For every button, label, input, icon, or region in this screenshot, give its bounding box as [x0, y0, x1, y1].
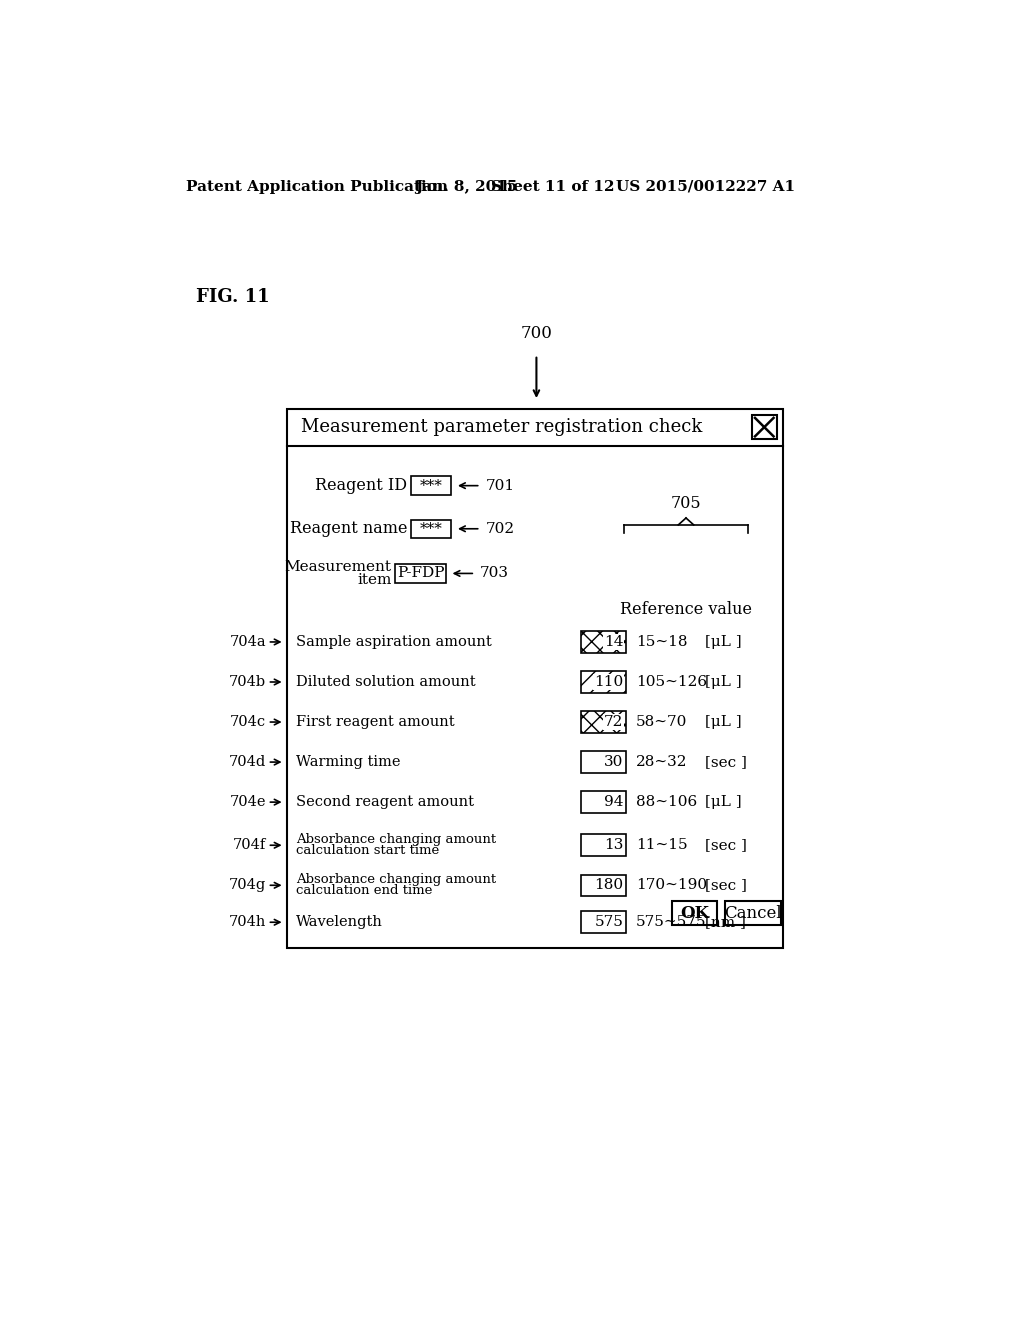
Text: 704f: 704f: [232, 838, 266, 853]
Text: [nm ]: [nm ]: [706, 915, 746, 929]
Text: Reagent name: Reagent name: [290, 520, 407, 537]
Text: 88∼106: 88∼106: [636, 795, 697, 809]
Bar: [395, 564, 445, 582]
Text: Diluted solution amount: Diluted solution amount: [296, 675, 476, 689]
Text: P-FDP: P-FDP: [397, 566, 444, 581]
Text: [sec ]: [sec ]: [706, 878, 748, 892]
Text: ***: ***: [420, 479, 442, 492]
Bar: [582, 792, 627, 813]
Text: Absorbance changing amount: Absorbance changing amount: [296, 874, 497, 887]
Text: 704h: 704h: [228, 915, 266, 929]
Text: 28∼32: 28∼32: [636, 755, 687, 770]
Text: Reagent ID: Reagent ID: [315, 477, 407, 494]
Text: 170∼190: 170∼190: [636, 878, 707, 892]
Text: calculation end time: calculation end time: [296, 884, 432, 898]
Text: 15∼18: 15∼18: [636, 635, 687, 649]
Text: 94: 94: [604, 795, 624, 809]
Bar: [582, 631, 627, 653]
Text: 14: 14: [604, 635, 624, 649]
Text: US 2015/0012227 A1: US 2015/0012227 A1: [616, 180, 796, 194]
Text: 180: 180: [594, 878, 624, 892]
Text: 703: 703: [480, 566, 509, 581]
Text: ***: ***: [420, 521, 442, 536]
Bar: [582, 751, 627, 774]
Bar: [411, 520, 452, 539]
Text: 575∼575: 575∼575: [636, 915, 707, 929]
Bar: [672, 902, 717, 924]
Text: 704b: 704b: [228, 675, 266, 689]
Text: 704d: 704d: [228, 755, 266, 770]
Bar: [582, 875, 627, 896]
Text: Warming time: Warming time: [296, 755, 400, 770]
Text: 705: 705: [671, 495, 701, 512]
Text: 110: 110: [594, 675, 624, 689]
Bar: [411, 477, 452, 495]
Bar: [582, 911, 627, 933]
Text: Measurement: Measurement: [285, 560, 391, 574]
Text: FIG. 11: FIG. 11: [197, 288, 270, 306]
Text: 105∼126: 105∼126: [636, 675, 707, 689]
Text: [sec ]: [sec ]: [706, 755, 748, 770]
Text: 704a: 704a: [229, 635, 266, 649]
Text: [μL ]: [μL ]: [706, 795, 742, 809]
Text: Sheet 11 of 12: Sheet 11 of 12: [490, 180, 614, 194]
Text: 30: 30: [604, 755, 624, 770]
Text: 13: 13: [604, 838, 624, 853]
Text: item: item: [357, 573, 391, 586]
Text: 702: 702: [485, 521, 514, 536]
Bar: [582, 672, 627, 693]
Bar: [725, 902, 780, 924]
Text: [μL ]: [μL ]: [706, 635, 742, 649]
Bar: [582, 711, 627, 733]
Text: First reagent amount: First reagent amount: [296, 715, 455, 729]
Text: Jan. 8, 2015: Jan. 8, 2015: [415, 180, 517, 194]
Text: 704c: 704c: [229, 715, 266, 729]
Text: Measurement parameter registration check: Measurement parameter registration check: [301, 418, 702, 436]
Text: 11∼15: 11∼15: [636, 838, 687, 853]
Text: Absorbance changing amount: Absorbance changing amount: [296, 833, 497, 846]
Text: Sample aspiration amount: Sample aspiration amount: [296, 635, 492, 649]
Text: OK: OK: [680, 904, 709, 921]
Text: calculation start time: calculation start time: [296, 843, 439, 857]
Text: 700: 700: [520, 326, 552, 342]
Text: [sec ]: [sec ]: [706, 838, 748, 853]
Text: 58∼70: 58∼70: [636, 715, 687, 729]
Text: 701: 701: [485, 479, 514, 492]
Text: 704g: 704g: [228, 878, 266, 892]
Bar: [582, 834, 627, 857]
Bar: [752, 414, 776, 440]
Text: Cancel: Cancel: [724, 904, 781, 921]
Text: Wavelength: Wavelength: [296, 915, 383, 929]
Bar: [287, 409, 783, 948]
Text: [μL ]: [μL ]: [706, 715, 742, 729]
Text: Patent Application Publication: Patent Application Publication: [186, 180, 449, 194]
Text: 575: 575: [594, 915, 624, 929]
Text: Reference value: Reference value: [620, 601, 752, 618]
Text: [μL ]: [μL ]: [706, 675, 742, 689]
Text: 704e: 704e: [229, 795, 266, 809]
Text: Second reagent amount: Second reagent amount: [296, 795, 474, 809]
Text: 72: 72: [604, 715, 624, 729]
